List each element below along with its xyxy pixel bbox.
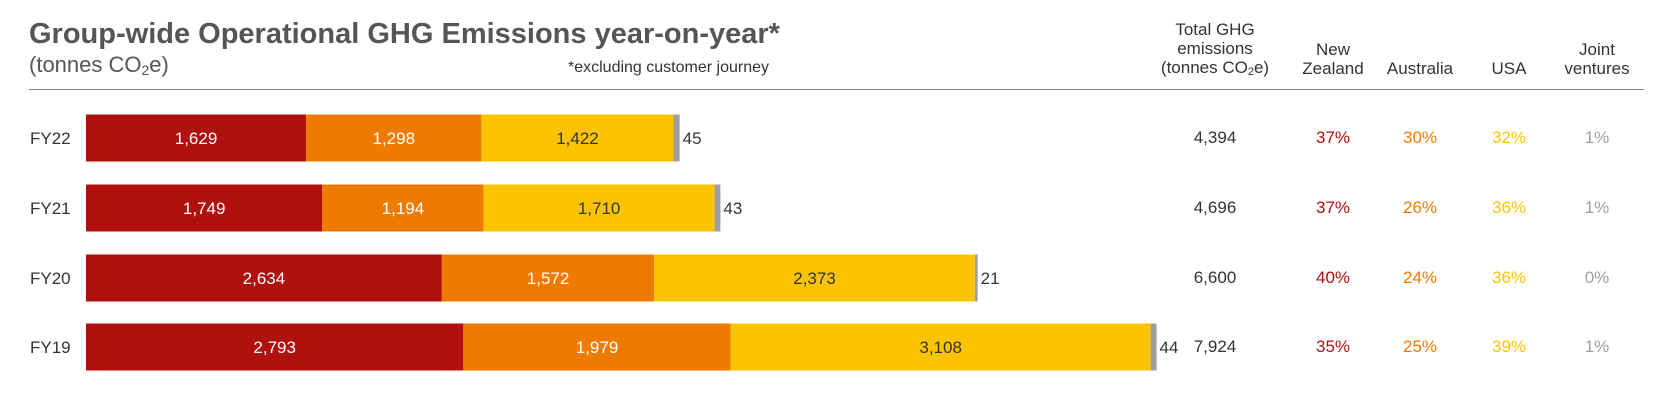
chart-title: Group-wide Operational GHG Emissions yea… (29, 18, 780, 50)
table-cell-nz-fy20: 40% (1315, 268, 1351, 287)
data-label-fy19-usa: 3,108 (919, 338, 962, 357)
bar-fy22-usa (481, 114, 674, 162)
data-label-fy22-usa: 1,422 (556, 129, 599, 148)
table-cell-au-fy19: 25% (1402, 337, 1438, 356)
table-cell-usa-fy22: 32% (1491, 128, 1527, 147)
data-label-fy20-nz: 2,634 (243, 269, 286, 288)
table-cell-total-fy20: 6,600 (1193, 268, 1237, 287)
category-label-fy20: FY20 (30, 269, 71, 288)
category-label-fy22: FY22 (30, 129, 71, 148)
table-cell-nz-fy21: 37% (1315, 198, 1351, 217)
column-header-australia: Australia (1386, 59, 1454, 78)
data-label-fy22-au: 1,298 (372, 129, 415, 148)
data-label-fy21-jv: 43 (723, 199, 742, 218)
table-cell-au-fy21: 26% (1402, 198, 1438, 217)
bar-fy21-nz (86, 184, 323, 232)
data-label-fy21-nz: 1,749 (183, 199, 226, 218)
column-header-joint-ventures: Joint ventures (1564, 40, 1630, 78)
bar-fy19-nz (86, 323, 464, 371)
data-label-fy22-nz: 1,629 (175, 129, 218, 148)
data-label-fy20-jv: 21 (981, 269, 1000, 288)
bar-fy20-jv (974, 254, 978, 302)
column-header-total: Total GHG emissions (tonnes CO2e) (1160, 20, 1270, 78)
category-label-fy21: FY21 (30, 199, 71, 218)
table-cell-jv-fy19: 1% (1584, 337, 1610, 356)
bar-fy20-au (441, 254, 655, 302)
chart-subtitle: (tonnes CO2e) (29, 52, 169, 78)
data-label-fy19-jv: 44 (1160, 338, 1179, 357)
table-cell-nz-fy22: 37% (1315, 128, 1351, 147)
bar-fy21-au (322, 184, 484, 232)
table-cell-jv-fy21: 1% (1584, 198, 1610, 217)
bar-fy22-jv (673, 114, 680, 162)
table-cell-nz-fy19: 35% (1315, 337, 1351, 356)
data-label-fy19-au: 1,979 (576, 338, 619, 357)
table-cell-usa-fy20: 36% (1491, 268, 1527, 287)
data-label-fy20-usa: 2,373 (793, 269, 836, 288)
bar-fy21-jv (714, 184, 721, 232)
bar-fy19-au (463, 323, 731, 371)
table-cell-total-fy21: 4,696 (1193, 198, 1237, 217)
footnote: *excluding customer journey (568, 59, 769, 76)
table-cell-usa-fy19: 39% (1491, 337, 1527, 356)
bar-fy22-au (306, 114, 482, 162)
table-cell-jv-fy20: 0% (1584, 268, 1610, 287)
table-cell-total-fy22: 4,394 (1193, 128, 1237, 147)
bar-fy19-jv (1150, 323, 1157, 371)
bar-fy20-nz (86, 254, 442, 302)
bar-fy19-usa (730, 323, 1151, 371)
table-cell-au-fy22: 30% (1402, 128, 1438, 147)
table-cell-au-fy20: 24% (1402, 268, 1438, 287)
data-label-fy20-au: 1,572 (527, 269, 570, 288)
data-label-fy21-usa: 1,710 (578, 199, 621, 218)
data-label-fy19-nz: 2,793 (253, 338, 296, 357)
table-cell-jv-fy22: 1% (1584, 128, 1610, 147)
bar-fy20-usa (654, 254, 975, 302)
category-label-fy19: FY19 (30, 338, 71, 357)
table-cell-total-fy19: 7,924 (1193, 337, 1237, 356)
bar-fy21-usa (483, 184, 715, 232)
column-header-usa: USA (1491, 59, 1527, 78)
data-label-fy21-au: 1,194 (382, 199, 425, 218)
table-cell-usa-fy21: 36% (1491, 198, 1527, 217)
data-label-fy22-jv: 45 (683, 129, 702, 148)
header-divider (29, 89, 1644, 90)
column-header-new-zealand: New Zealand (1302, 40, 1364, 78)
bar-fy22-nz (86, 114, 307, 162)
